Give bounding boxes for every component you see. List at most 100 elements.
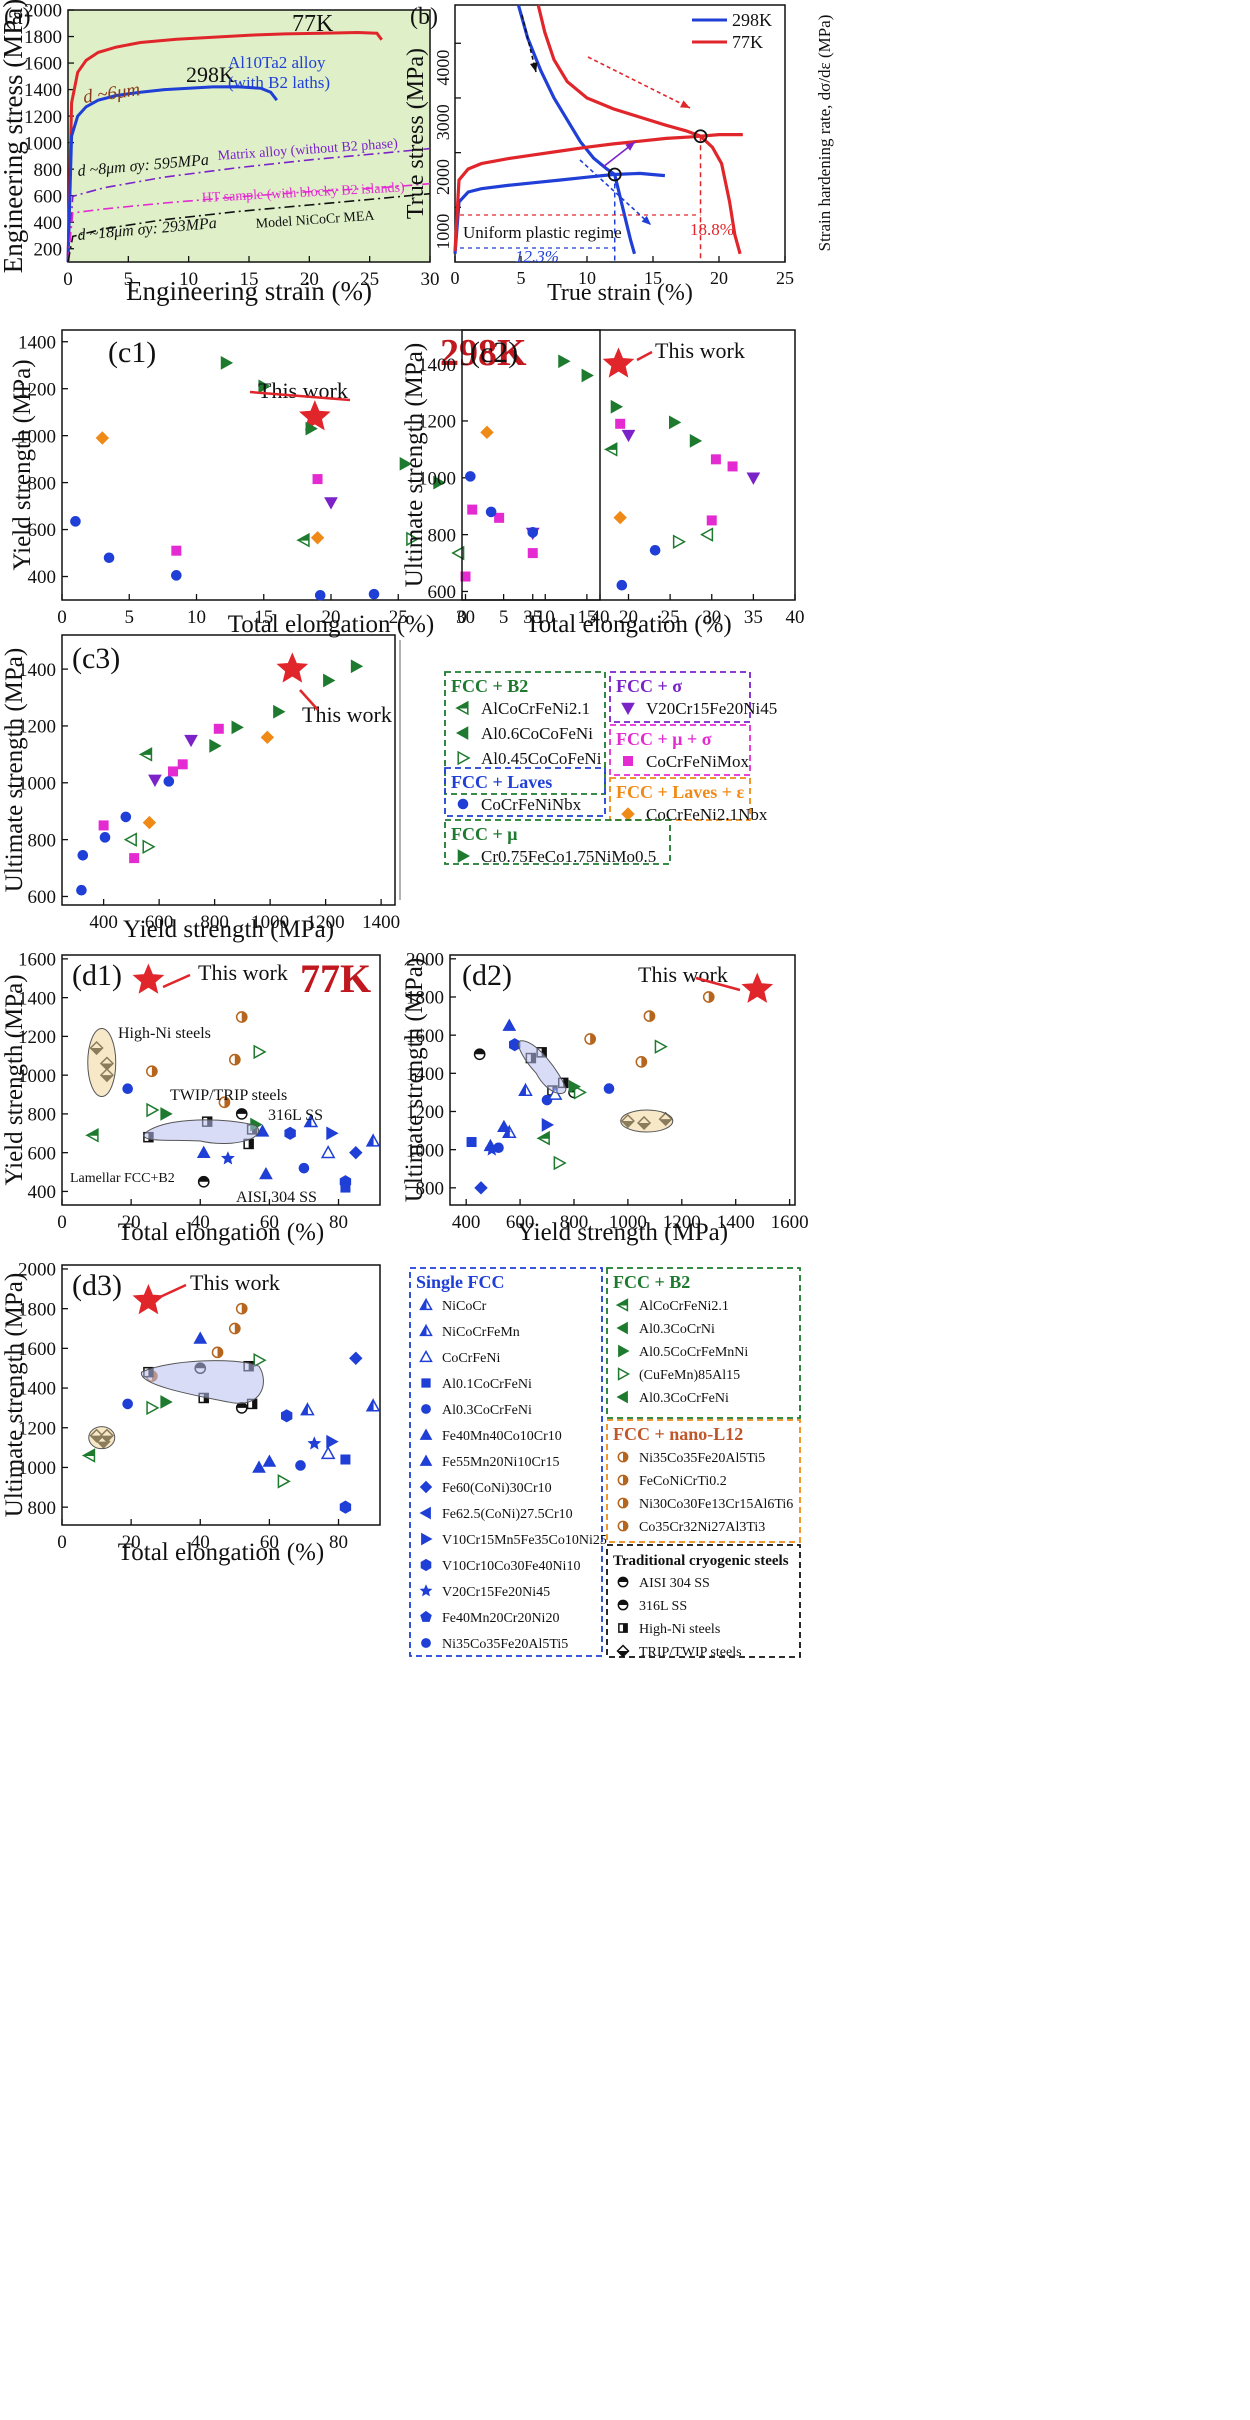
data-point bbox=[603, 1083, 615, 1094]
x-tick-label: 400 bbox=[89, 912, 118, 933]
legend-marker bbox=[617, 1576, 629, 1588]
legend-item-label: Al0.3CoCrFeNi bbox=[442, 1403, 532, 1418]
legend-marker bbox=[617, 1599, 629, 1611]
x-tick-label: 10 bbox=[578, 268, 596, 288]
data-point bbox=[220, 356, 234, 370]
legend-marker bbox=[617, 1451, 629, 1463]
legend-group-title: FCC + B2 bbox=[613, 1272, 690, 1292]
series-line bbox=[516, 4, 637, 255]
y-tick-label: 2000 bbox=[24, 1, 62, 22]
data-point bbox=[95, 431, 110, 445]
legend-item-label: Cr0.75FeCo1.75NiMo0.5 bbox=[481, 847, 656, 866]
data-point bbox=[584, 1033, 597, 1045]
y-tick-label: 4000 bbox=[433, 50, 453, 86]
data-point bbox=[484, 1142, 499, 1156]
data-point bbox=[184, 734, 198, 748]
legend-group-title: FCC + Laves + ε bbox=[616, 782, 745, 802]
legend-marker bbox=[618, 1344, 630, 1358]
panel-c1: 0 5 10 15 20 25 30 35 40 400 600 800 1000 1200 1400 Tot… bbox=[9, 329, 610, 638]
y-tick-label: 1200 bbox=[18, 1418, 56, 1439]
x-tick-label: 15 bbox=[240, 269, 259, 290]
legend-marker bbox=[419, 1428, 433, 1440]
series-line bbox=[67, 147, 431, 263]
y-tick-label: 600 bbox=[28, 520, 57, 541]
data-point bbox=[365, 1133, 381, 1147]
panel-a: 0 5 10 15 20 25 30 200 400 600 800 1000 1200 1400 1600… bbox=[0, 0, 440, 306]
y-tick-label: 800 bbox=[28, 1498, 57, 1519]
data-point bbox=[700, 527, 714, 542]
data-point bbox=[235, 1108, 248, 1120]
x-tick-label: 40 bbox=[191, 1212, 210, 1233]
legend-marker bbox=[421, 1378, 431, 1388]
this-work-star bbox=[276, 652, 309, 683]
data-point bbox=[295, 1460, 306, 1471]
data-point bbox=[177, 759, 188, 770]
data-point bbox=[146, 1065, 158, 1078]
data-point bbox=[235, 1011, 248, 1023]
legend-marker bbox=[616, 1644, 630, 1658]
panel-label: (d1) bbox=[72, 959, 122, 992]
data-point bbox=[298, 1162, 310, 1174]
legend-item-label: V20Cr15Fe20Ni45 bbox=[442, 1585, 550, 1600]
legend-group-title: Single FCC bbox=[416, 1272, 505, 1292]
x-tick-label: 0 bbox=[451, 268, 460, 288]
data-point bbox=[160, 1107, 173, 1121]
data-point bbox=[252, 1460, 266, 1473]
arrow bbox=[521, 14, 537, 73]
x-tick-label: 400 bbox=[452, 1212, 481, 1233]
data-point bbox=[710, 454, 721, 465]
twip-trip-region bbox=[143, 1119, 259, 1145]
legend-item-label: V20Cr15Fe20Ni45 bbox=[646, 699, 777, 718]
y-tick-label: 1400 bbox=[18, 660, 56, 681]
legend-marker bbox=[420, 1610, 432, 1622]
legend-item-label: Al0.1CoCrFeNi bbox=[442, 1377, 532, 1392]
legend-item-label: Co35Cr32Ni27Al3Ti3 bbox=[639, 1520, 765, 1535]
x-tick-label: 1600 bbox=[771, 1212, 809, 1233]
arrow-head bbox=[641, 215, 651, 225]
y-tick-label: 3000 bbox=[433, 104, 453, 140]
annotation: Lamellar FCC+B2 bbox=[70, 1171, 175, 1186]
legend-item-label: Al0.5CoCrFeMnNi bbox=[639, 1345, 748, 1360]
legend-label: 298K bbox=[732, 10, 772, 30]
x-tick-label: 10 bbox=[179, 269, 198, 290]
legend-item-label: Ni30Co30Fe13Cr15Al6Ti6 bbox=[639, 1497, 793, 1512]
arrow-head bbox=[530, 62, 538, 72]
legend-group-title: Traditional cryogenic steels bbox=[613, 1553, 789, 1569]
legend-item-label: AlCoCrFeNi2.1 bbox=[639, 1299, 729, 1314]
this-work-arrow bbox=[249, 390, 351, 402]
legend-label: 77K bbox=[732, 32, 763, 52]
data-point bbox=[635, 1056, 648, 1068]
legend-group-title: FCC + nano-L12 bbox=[613, 1424, 743, 1444]
legend-item-label: Fe40Mn20Cr20Ni20 bbox=[442, 1611, 559, 1626]
legend-item-label: TRIP/TWIP steels bbox=[639, 1645, 742, 1660]
data-point bbox=[142, 839, 156, 855]
y-tick-label: 800 bbox=[34, 160, 63, 181]
data-point bbox=[209, 738, 222, 753]
data-point bbox=[235, 1402, 248, 1414]
data-point bbox=[536, 1130, 550, 1146]
data-point bbox=[193, 1331, 208, 1344]
data-point bbox=[98, 820, 109, 831]
data-point bbox=[340, 1182, 351, 1193]
y-tick-label: 1200 bbox=[18, 379, 56, 400]
data-point bbox=[253, 1352, 267, 1368]
plot-frame bbox=[61, 954, 381, 1206]
high-ni-steels-region bbox=[620, 1109, 674, 1133]
legend-item-label: FeCoNiCrTi0.2 bbox=[639, 1474, 727, 1489]
x-tick-label: 25 bbox=[360, 269, 379, 290]
y-tick-label: 1400 bbox=[18, 1379, 56, 1400]
y-tick-label: 1800 bbox=[24, 27, 62, 48]
legend-group-box bbox=[409, 1267, 603, 1657]
intersection-marker bbox=[693, 129, 708, 144]
y-tick-label: 600 bbox=[34, 186, 63, 207]
plot-frame bbox=[449, 954, 796, 1206]
legend-item-label: CoCrFeNiNbx bbox=[481, 795, 582, 814]
x-tick-label: 800 bbox=[200, 912, 229, 933]
panel-label: (c2) bbox=[470, 336, 518, 369]
legend-marker bbox=[457, 849, 471, 863]
legend-marker bbox=[455, 726, 469, 740]
legend-marker bbox=[617, 1367, 631, 1381]
legend-marker bbox=[617, 1497, 629, 1509]
